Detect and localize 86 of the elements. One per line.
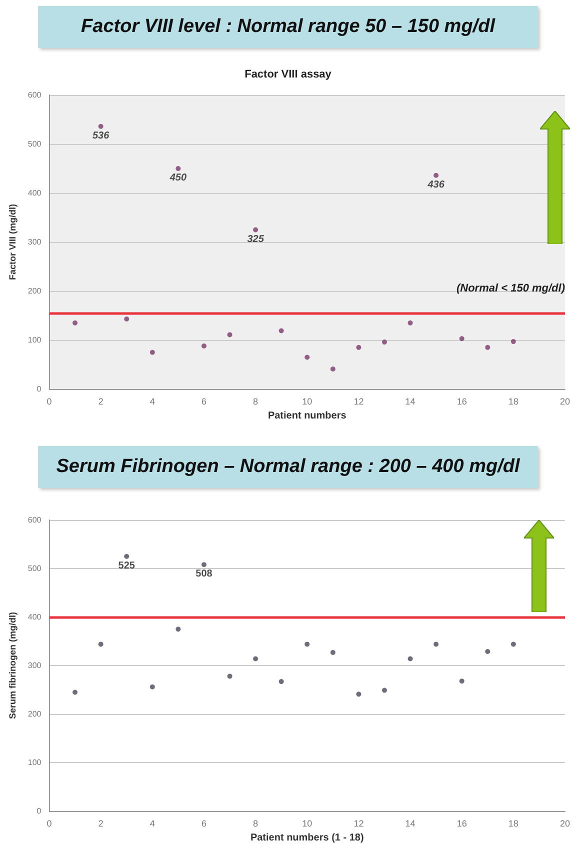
point [510,642,516,647]
x-tick-label: 20 [560,818,570,829]
point [434,642,439,647]
x-tick-label: 2 [98,396,104,407]
point [408,656,413,662]
point [485,344,490,350]
point [227,674,232,679]
point [98,642,104,647]
y-tick-label: 300 [28,661,42,670]
x-tick-label: 2 [98,818,104,829]
point [330,650,336,655]
point [459,678,464,684]
point [176,626,181,632]
y-tick-label: 100 [28,336,42,345]
data-label: 525 [118,560,136,572]
y-tick-label: 200 [28,286,42,296]
y-tick-label: 100 [28,758,42,768]
point [150,684,155,690]
point [253,656,258,662]
point [201,562,206,568]
x-tick-label: 14 [405,396,416,407]
x-tick-label: 8 [253,396,258,407]
point [98,124,104,129]
point [356,344,362,350]
point [124,554,130,559]
point [278,328,284,334]
point [304,354,310,360]
y-tick-label: 0 [36,806,42,816]
x-tick-label: 20 [560,396,570,407]
data-label: 325 [247,234,264,245]
y-tick-label: 300 [28,238,42,247]
chart-title: Factor VIII level : Normal range 50 – 150 mg/dl [38,6,538,48]
x-axis-title: Patient numbers (1 - 18) [250,832,364,844]
data-label: 436 [426,179,445,190]
x-tick-label: 18 [508,818,518,829]
data-label: 450 [168,172,187,184]
point [485,648,490,654]
x-tick-label: 16 [456,396,467,407]
x-tick-label: 14 [405,818,416,829]
x-tick-label: 4 [150,396,155,407]
point [356,692,362,697]
y-axis-title: Factor VIII (mg/dl) [8,204,18,280]
x-tick-label: 6 [201,818,206,829]
point [227,332,232,338]
point [510,339,516,344]
y-tick-label: 200 [28,710,42,719]
y-tick-label: 600 [28,90,42,100]
x-tick-label: 16 [456,818,467,829]
y-tick-label: 400 [28,612,42,622]
point [278,679,284,684]
x-tick-label: 18 [508,396,518,407]
point [124,316,130,322]
point [176,166,181,172]
chart-subtitle: Factor VIII assay [244,68,332,80]
point [330,366,336,372]
point [72,690,78,695]
point [253,227,258,232]
x-tick-label: 6 [201,396,206,407]
x-tick-label: 4 [150,818,155,829]
point [408,320,413,326]
y-tick-label: 500 [28,140,42,149]
x-axis-title: Patient numbers [268,410,347,422]
point [434,172,439,178]
x-tick-label: 10 [302,396,312,407]
chart-title: Serum Fibrinogen – Normal range : 200 – 400 mg/dl [38,446,538,488]
x-tick-label: 12 [354,818,364,829]
y-tick-label: 500 [28,564,42,574]
x-tick-label: 0 [46,818,52,829]
x-tick-label: 10 [302,818,312,829]
data-label: 508 [196,568,213,580]
y-axis-title: Serum fibrinogen (mg/dl) [8,612,18,720]
y-tick-label: 0 [36,384,42,394]
y-tick-label: 400 [28,188,42,198]
annotation: (Normal < 150 mg/dl) [456,282,566,295]
point [382,340,387,345]
data-label: 536 [92,130,110,142]
point [201,343,206,348]
point [382,688,387,693]
point [72,320,78,326]
point [304,642,310,647]
point [150,350,155,355]
point [459,336,464,342]
y-tick-label: 600 [28,516,42,524]
x-tick-label: 12 [354,396,364,407]
x-tick-label: 8 [253,818,258,829]
x-tick-label: 0 [46,396,52,407]
